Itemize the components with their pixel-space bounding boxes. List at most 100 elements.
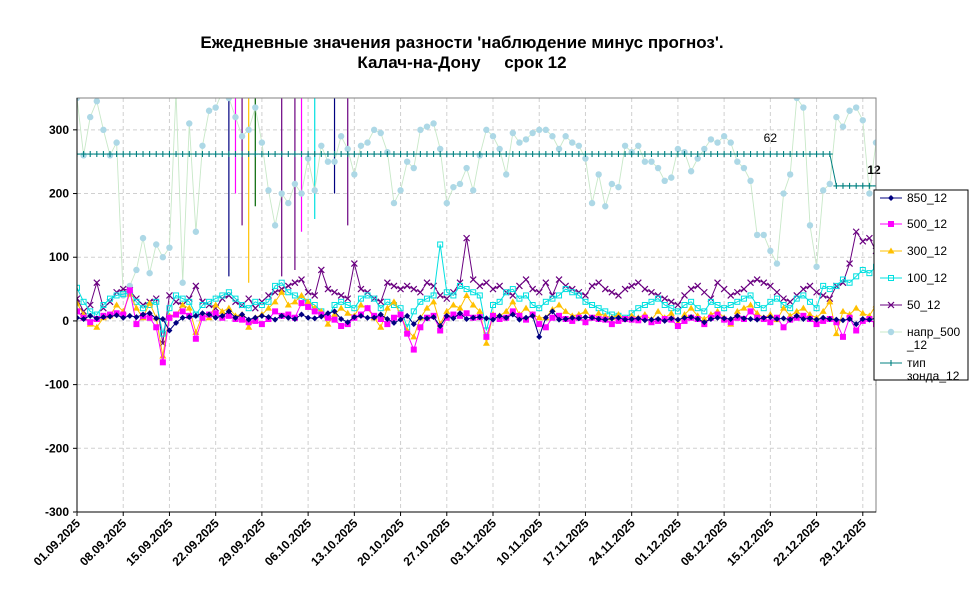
- chart-title-line1: Ежедневные значения разности 'наблюдение…: [200, 33, 723, 52]
- data-point: [562, 151, 569, 158]
- data-point: [324, 285, 332, 293]
- legend-swatch-marker: [888, 275, 894, 281]
- data-point: [515, 282, 523, 290]
- data-point: [377, 323, 385, 330]
- data-point: [443, 307, 451, 314]
- data-point: [549, 295, 556, 302]
- data-point: [350, 260, 358, 268]
- data-point: [787, 305, 794, 312]
- data-point: [641, 302, 648, 308]
- data-point: [324, 158, 332, 165]
- data-point: [173, 319, 180, 326]
- data-point: [820, 314, 827, 321]
- data-point: [939, 136, 945, 142]
- data-point: [443, 312, 450, 319]
- data-point: [813, 305, 820, 312]
- data-point: [318, 151, 325, 158]
- data-point: [390, 199, 398, 207]
- data-point: [569, 289, 576, 296]
- data-point: [614, 311, 622, 318]
- x-tick-label: 17.11.2025: [540, 516, 592, 568]
- data-point: [337, 133, 345, 140]
- data-point: [212, 310, 219, 317]
- data-point: [166, 244, 173, 251]
- data-point: [906, 165, 912, 171]
- data-point: [529, 151, 536, 158]
- data-point: [450, 315, 457, 322]
- data-point: [562, 307, 570, 314]
- x-tick-label: 29.12.2025: [817, 516, 870, 569]
- data-point: [608, 180, 616, 188]
- data-point: [641, 151, 648, 158]
- data-point: [846, 279, 853, 286]
- data-point: [298, 300, 305, 307]
- data-point: [107, 295, 114, 302]
- data-point: [681, 151, 688, 158]
- data-point: [199, 310, 206, 317]
- data-point: [166, 305, 173, 312]
- data-point: [206, 311, 213, 318]
- data-point: [311, 187, 318, 194]
- data-point: [820, 317, 827, 324]
- data-point: [338, 316, 345, 323]
- annotation-label: 62: [764, 131, 778, 145]
- data-point: [324, 314, 331, 321]
- data-point: [813, 263, 820, 270]
- data-point: [707, 136, 715, 143]
- data-point: [767, 247, 774, 255]
- data-point: [397, 187, 404, 194]
- data-point: [714, 302, 721, 308]
- y-tick-label: 100: [49, 250, 69, 264]
- data-point: [589, 302, 596, 308]
- data-point: [760, 231, 767, 239]
- data-point: [800, 104, 807, 111]
- data-point: [503, 289, 510, 296]
- data-point: [185, 304, 193, 311]
- data-point: [820, 282, 827, 289]
- data-point: [919, 183, 925, 189]
- data-point: [271, 222, 279, 229]
- data-point: [522, 304, 530, 311]
- data-point: [304, 155, 312, 162]
- data-point: [859, 309, 867, 316]
- data-point: [813, 288, 820, 296]
- legend-swatch-marker: [887, 328, 895, 336]
- data-point: [93, 279, 101, 287]
- data-point: [733, 288, 741, 296]
- y-tick-label: 200: [49, 187, 69, 201]
- data-point: [787, 316, 794, 323]
- data-point: [469, 276, 477, 283]
- data-point: [641, 158, 649, 165]
- data-point: [846, 260, 854, 268]
- data-point: [595, 171, 602, 178]
- data-point: [806, 282, 814, 290]
- data-point: [265, 298, 272, 305]
- data-point: [324, 310, 331, 317]
- data-point: [331, 308, 338, 315]
- data-point: [324, 151, 331, 158]
- data-point: [542, 279, 550, 287]
- data-point: [159, 359, 166, 366]
- data-point: [351, 314, 358, 321]
- data-point: [159, 316, 166, 323]
- data-point: [859, 316, 866, 323]
- x-tick-label: 29.09.2025: [216, 516, 269, 569]
- x-tick-label: 15.09.2025: [123, 516, 176, 569]
- data-point: [272, 316, 279, 323]
- data-point: [681, 302, 688, 308]
- data-point: [667, 298, 675, 306]
- data-point: [77, 284, 80, 291]
- data-point: [225, 289, 232, 296]
- data-point: [311, 151, 318, 158]
- y-tick-label: -300: [45, 505, 69, 519]
- data-point: [780, 295, 787, 303]
- legend-item: 500_12: [880, 217, 947, 231]
- data-point: [681, 292, 688, 299]
- data-point: [602, 316, 609, 323]
- data-point: [377, 305, 384, 312]
- data-point: [919, 108, 925, 114]
- data-point: [766, 282, 774, 290]
- data-point: [589, 314, 596, 321]
- legend-item: 850_12: [880, 191, 947, 205]
- data-point: [516, 316, 523, 323]
